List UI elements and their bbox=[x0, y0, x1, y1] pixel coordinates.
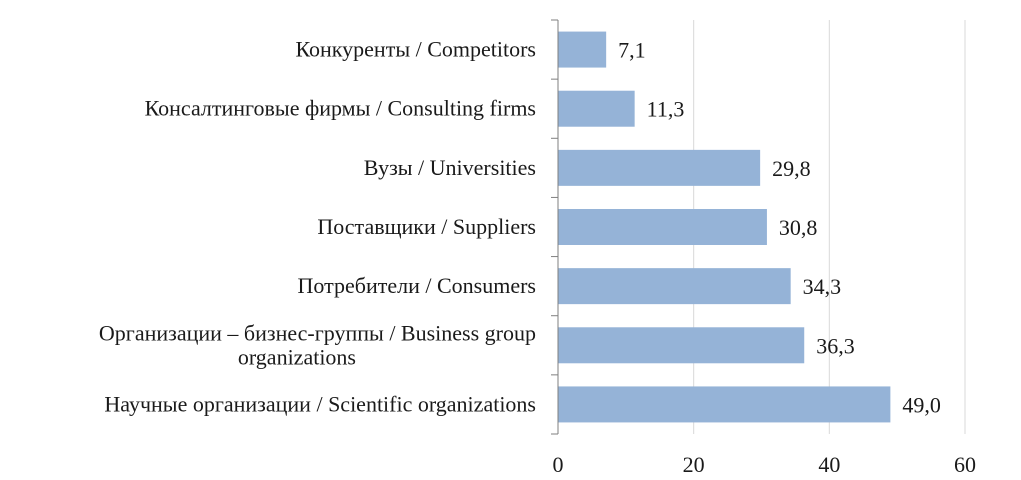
category-label-5: Организации – бизнес-группы / Business g… bbox=[99, 320, 536, 369]
x-tick-label-0: 0 bbox=[553, 452, 564, 477]
category-label-1: Консалтинговые фирмы / Consulting firms bbox=[145, 96, 536, 121]
bar-1 bbox=[558, 90, 635, 127]
x-tick-label-20: 20 bbox=[683, 452, 705, 477]
data-label-5: 36,3 bbox=[816, 333, 855, 358]
category-label-6: Научные организации / Scientific organiz… bbox=[104, 391, 536, 416]
category-label-2: Вузы / Universities bbox=[364, 155, 536, 180]
bar-5 bbox=[558, 327, 805, 364]
data-label-3: 30,8 bbox=[779, 215, 818, 240]
bar-3 bbox=[558, 209, 767, 245]
x-tick-label-40: 40 bbox=[818, 452, 840, 477]
category-label-4: Потребители / Consumers bbox=[298, 273, 536, 298]
bar-4 bbox=[558, 268, 791, 305]
bar-2 bbox=[558, 149, 761, 186]
data-label-2: 29,8 bbox=[772, 156, 811, 181]
data-label-4: 34,3 bbox=[803, 274, 842, 299]
category-label-5-line-0: Организации – бизнес-группы / Business g… bbox=[99, 320, 536, 345]
bar-0 bbox=[558, 31, 607, 68]
category-label-0: Конкуренты / Competitors bbox=[295, 37, 536, 62]
data-label-1: 11,3 bbox=[647, 97, 685, 122]
bar-6 bbox=[558, 386, 891, 423]
category-label-3: Поставщики / Suppliers bbox=[317, 214, 536, 239]
x-tick-label-60: 60 bbox=[954, 452, 976, 477]
data-label-0: 7,1 bbox=[618, 38, 646, 63]
category-label-5-line-1: organizations bbox=[238, 344, 356, 369]
data-label-6: 49,0 bbox=[902, 392, 941, 417]
